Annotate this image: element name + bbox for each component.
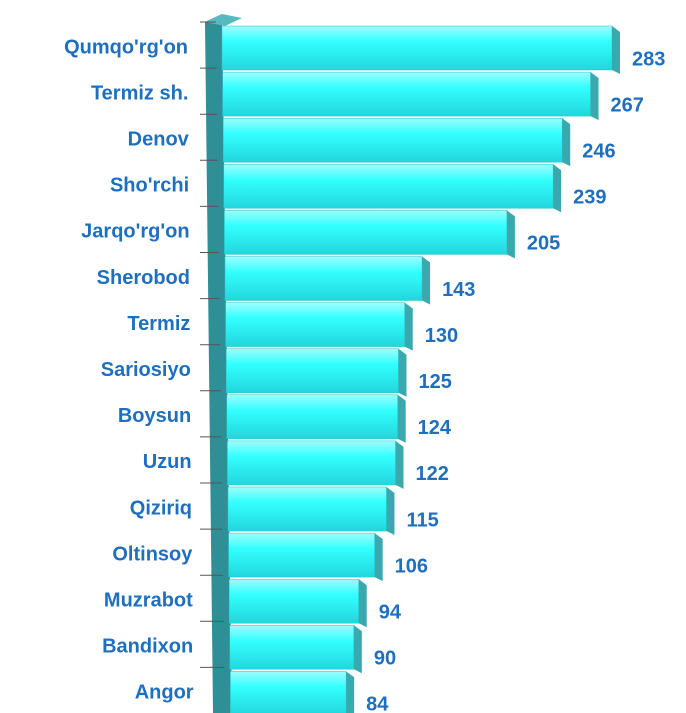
value-label: 267	[611, 94, 644, 116]
bar-side	[422, 256, 431, 305]
category-label: Sho'rchi	[110, 175, 189, 197]
category-label: Sherobod	[97, 267, 190, 289]
value-label: 143	[442, 279, 475, 301]
bar-side	[506, 210, 515, 259]
bar	[228, 532, 375, 578]
value-label: 115	[406, 509, 438, 531]
value-label: 94	[379, 601, 402, 623]
category-label: Qiziriq	[130, 497, 192, 519]
bar	[227, 440, 396, 486]
category-label: Bandixon	[102, 636, 193, 658]
bar	[221, 25, 613, 71]
value-label: 90	[374, 648, 396, 670]
bar-side	[374, 533, 383, 582]
category-label: Muzrabot	[104, 589, 193, 611]
category-label: Denov	[128, 128, 190, 150]
bar-side	[397, 394, 406, 443]
bar-side	[612, 26, 620, 74]
bar-side	[346, 671, 355, 713]
bar-side	[404, 302, 413, 351]
bar-side	[353, 625, 362, 674]
bar	[224, 210, 508, 255]
bar	[227, 486, 387, 532]
value-label: 130	[425, 325, 458, 347]
bar-side	[562, 118, 571, 167]
category-label: Uzun	[143, 451, 192, 473]
bar	[229, 625, 355, 670]
bar	[225, 348, 399, 393]
bar-side	[395, 440, 404, 489]
category-label: Jarqo'rg'on	[81, 221, 189, 243]
bar-side	[358, 579, 367, 628]
category-label: Qumqo'rg'on	[64, 36, 188, 58]
value-label: 124	[418, 417, 452, 439]
bar	[222, 117, 563, 163]
category-label: Angor	[135, 682, 194, 704]
category-label: Termiz sh.	[91, 82, 188, 104]
value-label: 106	[395, 555, 428, 577]
bar	[223, 164, 554, 209]
value-label: 283	[632, 48, 665, 70]
bar	[224, 256, 423, 301]
bar-side	[590, 72, 599, 121]
value-label: 84	[366, 694, 389, 713]
bar	[228, 578, 359, 624]
category-label: Oltinsoy	[112, 543, 193, 565]
category-label: Sariosiyo	[101, 359, 191, 381]
bar	[225, 302, 406, 347]
bar	[226, 394, 398, 440]
bar-side	[386, 487, 395, 535]
value-label: 246	[582, 140, 615, 162]
bar	[222, 71, 591, 117]
value-label: 205	[527, 233, 560, 255]
value-label: 125	[418, 371, 451, 393]
bar	[230, 671, 347, 713]
bar-side	[553, 164, 562, 213]
value-label: 239	[573, 187, 606, 209]
axis-wall	[205, 14, 232, 713]
value-label: 122	[416, 463, 449, 485]
axis-top	[205, 14, 242, 26]
category-label: Boysun	[118, 405, 191, 427]
category-label: Termiz	[127, 313, 190, 335]
bar-side	[398, 348, 407, 397]
